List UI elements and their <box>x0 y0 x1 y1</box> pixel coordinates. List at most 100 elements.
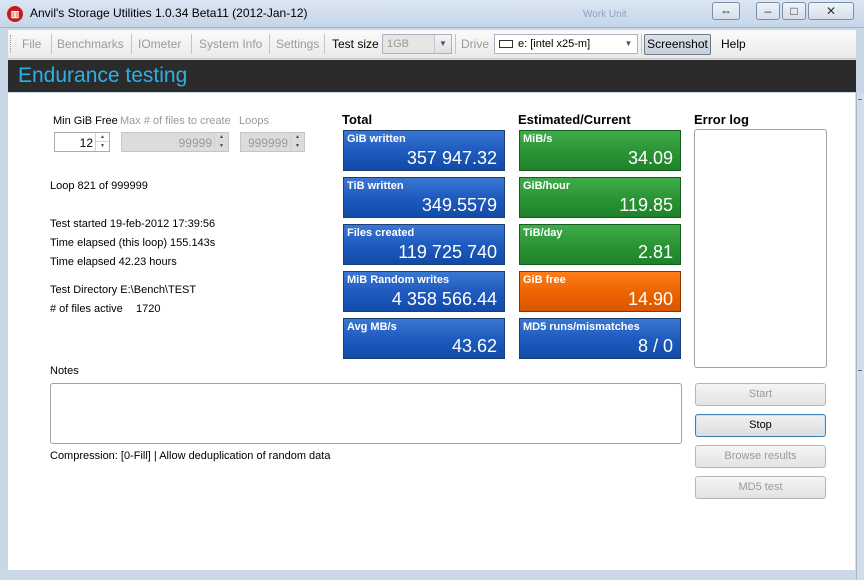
window-edge <box>856 93 864 580</box>
toolbar-separator <box>641 34 642 54</box>
loops-value: 999999 <box>247 136 288 150</box>
screenshot-button[interactable]: Screenshot <box>644 34 711 55</box>
tile-value: 4 358 566.44 <box>391 289 497 309</box>
toolbar-separator <box>131 34 132 54</box>
menu-file[interactable]: File <box>22 37 42 51</box>
tile-mib-per-s: MiB/s 34.09 <box>519 130 681 171</box>
menu-system-info[interactable]: System Info <box>199 37 263 51</box>
menu-toolbar: File Benchmarks IOmeter System Info Sett… <box>8 30 856 59</box>
loops-spinner[interactable]: ▲ ▼ <box>290 133 304 151</box>
maximize-icon[interactable]: □ <box>782 2 806 20</box>
edge-tick <box>858 99 862 100</box>
toolbar-separator <box>191 34 192 54</box>
page-title: Endurance testing <box>18 64 188 87</box>
tile-gib-per-hour: GiB/hour 119.85 <box>519 177 681 218</box>
minimize-icon[interactable]: – <box>756 2 780 20</box>
max-files-label: Max # of files to create <box>120 115 231 127</box>
tile-value: 34.09 <box>627 148 673 168</box>
loops-label: Loops <box>239 115 269 127</box>
min-gib-free-value: 12 <box>79 136 93 150</box>
toolbar-separator <box>269 34 270 54</box>
window-bottom-edge <box>0 570 856 580</box>
min-gib-free-label: Min GiB Free <box>53 115 118 127</box>
tile-label: Avg MB/s <box>347 321 397 333</box>
spin-up-icon[interactable]: ▲ <box>215 133 228 142</box>
notes-textarea[interactable] <box>50 383 682 444</box>
tile-label: TiB written <box>347 180 404 192</box>
min-gib-free-input[interactable]: 12 ▲ ▼ <box>54 132 110 152</box>
max-files-spinner[interactable]: ▲ ▼ <box>214 133 228 151</box>
error-log-heading: Error log <box>694 112 749 127</box>
chevron-down-icon: ▼ <box>620 35 637 53</box>
tile-label: Files created <box>347 227 415 239</box>
total-heading: Total <box>342 112 373 127</box>
max-files-value: 99999 <box>178 136 212 150</box>
drive-select[interactable]: e: [intel x25-m] ▼ <box>494 34 638 54</box>
spin-up-icon[interactable]: ▲ <box>291 133 304 142</box>
tile-label: MiB/s <box>523 133 553 145</box>
min-gib-free-spinner[interactable]: ▲ ▼ <box>95 133 109 151</box>
tile-value: 119.85 <box>619 195 673 215</box>
menu-benchmarks[interactable]: Benchmarks <box>57 37 124 51</box>
tile-label: GiB written <box>347 133 406 145</box>
tile-value: 8 / 0 <box>637 336 673 356</box>
compression-info: Compression: [0-Fill] | Allow deduplicat… <box>50 450 331 462</box>
endurance-panel: Min GiB Free 12 ▲ ▼ Max # of files to cr… <box>8 93 856 570</box>
stop-button[interactable]: Stop <box>695 414 826 437</box>
tile-files-created: Files created 119 725 740 <box>343 224 505 265</box>
toolbar-separator <box>455 34 456 54</box>
title-bar: ▥ Anvil's Storage Utilities 1.0.34 Beta1… <box>0 0 864 28</box>
menu-settings[interactable]: Settings <box>276 37 320 51</box>
page-header: Endurance testing <box>8 60 856 92</box>
tile-value: 43.62 <box>451 336 497 356</box>
tile-label: GiB/hour <box>523 180 571 192</box>
elapsed-total: Time elapsed 42.23 hours <box>50 256 177 268</box>
tile-label: GiB free <box>523 274 566 286</box>
start-button[interactable]: Start <box>695 383 826 406</box>
menu-help[interactable]: Help <box>721 37 746 51</box>
tile-value: 349.5579 <box>421 195 497 215</box>
files-active-label: # of files active <box>50 303 123 315</box>
tile-value: 119 725 740 <box>398 242 497 262</box>
toolbar-separator <box>51 34 52 54</box>
loop-counter: Loop 821 of 999999 <box>50 180 148 192</box>
edge-tick <box>858 370 862 371</box>
menu-iometer[interactable]: IOmeter <box>138 37 182 51</box>
tile-value: 14.90 <box>627 289 673 309</box>
tile-value: 2.81 <box>637 242 673 262</box>
drive-label: Drive <box>461 37 490 51</box>
tile-label: TiB/day <box>523 227 563 239</box>
tile-mib-random-writes: MiB Random writes 4 358 566.44 <box>343 271 505 312</box>
drive-value-text: e: [intel x25-m] <box>518 38 591 50</box>
tile-gib-written: GiB written 357 947.32 <box>343 130 505 171</box>
test-directory: Test Directory E:\Bench\TEST <box>50 284 197 296</box>
spin-down-icon[interactable]: ▼ <box>219 143 224 149</box>
files-active-value: 1720 <box>136 303 161 315</box>
spin-down-icon[interactable]: ▼ <box>295 143 300 149</box>
md5-test-button[interactable]: MD5 test <box>695 476 826 499</box>
swap-icon[interactable]: ⇔ <box>712 2 740 20</box>
drive-icon <box>499 40 513 48</box>
close-icon[interactable]: ✕ <box>808 2 854 20</box>
toolbar-grip <box>10 35 13 53</box>
tile-md5-runs: MD5 runs/mismatches 8 / 0 <box>519 318 681 359</box>
max-files-input[interactable]: 99999 ▲ ▼ <box>121 132 229 152</box>
tile-tib-written: TiB written 349.5579 <box>343 177 505 218</box>
chevron-down-icon: ▼ <box>434 35 451 53</box>
browse-results-button[interactable]: Browse results <box>695 445 826 468</box>
drive-value: e: [intel x25-m] <box>499 38 590 50</box>
window-title: Anvil's Storage Utilities 1.0.34 Beta11 … <box>30 6 308 20</box>
tile-avg-mbs: Avg MB/s 43.62 <box>343 318 505 359</box>
spin-down-icon[interactable]: ▼ <box>100 143 105 149</box>
tile-label: MiB Random writes <box>347 274 450 286</box>
estimated-heading: Estimated/Current <box>518 112 631 127</box>
tile-value: 357 947.32 <box>406 148 497 168</box>
spin-up-icon[interactable]: ▲ <box>96 133 109 142</box>
elapsed-loop: Time elapsed (this loop) 155.143s <box>50 237 216 249</box>
app-icon: ▥ <box>7 6 23 22</box>
loops-input[interactable]: 999999 ▲ ▼ <box>240 132 305 152</box>
tile-tib-per-day: TiB/day 2.81 <box>519 224 681 265</box>
test-size-select[interactable]: 1GB ▼ <box>382 34 452 54</box>
toolbar-separator <box>324 34 325 54</box>
error-log-box[interactable] <box>694 129 827 368</box>
